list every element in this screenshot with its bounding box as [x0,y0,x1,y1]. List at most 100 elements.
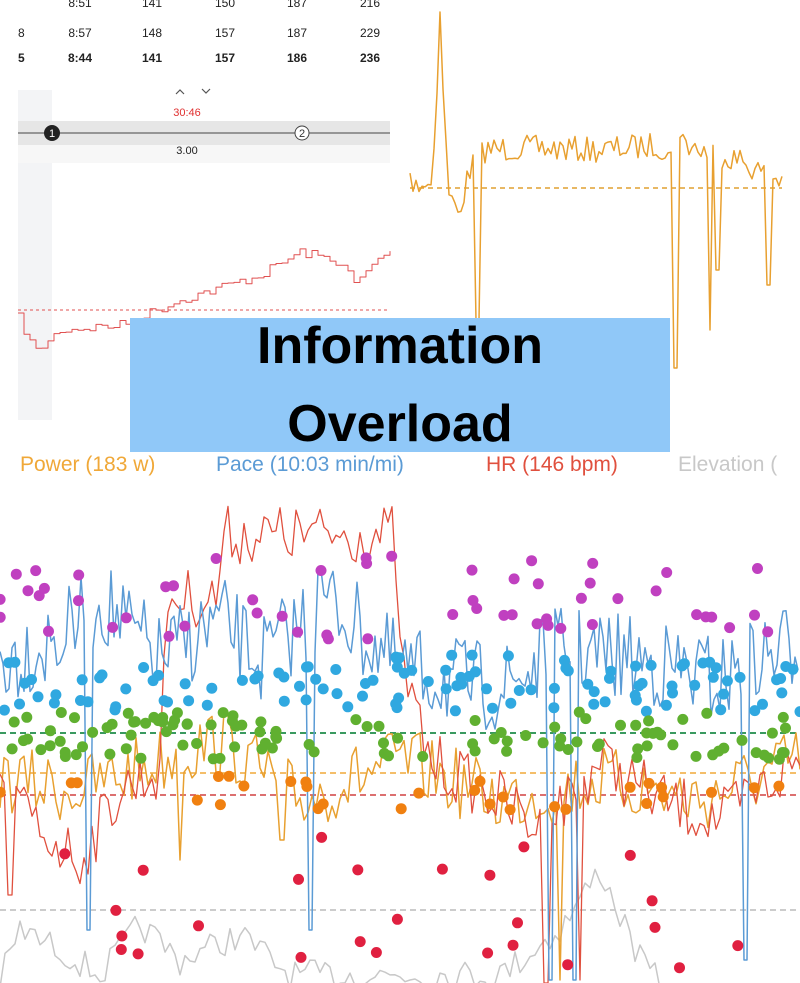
table-cell: 187 [286,26,308,40]
trace-dot [555,622,567,634]
legend-entry: Pace (10:03 min/mi) [216,453,404,476]
trace-dot [748,782,760,794]
legend-entry: HR (146 bpm) [486,453,618,476]
trace-dot [734,671,746,683]
trace-dot [508,573,520,585]
trace-dot [392,732,404,744]
trace-line [18,248,391,349]
trace-dot [697,657,709,669]
trace-dot [122,707,134,719]
trace-dot [48,697,60,709]
trace-dot [512,917,523,929]
trace-dot [752,563,763,574]
trace-dot [560,662,572,674]
trace-dot [44,725,56,737]
trace-dot [655,729,667,741]
trace-dot [391,913,403,925]
trace-dot [44,740,56,752]
table-cell: 186 [286,51,308,65]
trace-dot [624,849,636,861]
trace-dot [276,610,288,622]
trace-dot [30,565,42,577]
trace-dot [229,741,241,753]
trace-dot [206,682,218,694]
trace-dot [147,675,159,687]
trace-dot [109,704,121,716]
trace-dot [451,680,463,692]
trace-dot [292,626,304,638]
trace-dot [210,553,222,564]
trace-dot [474,775,486,787]
trace-dot [582,678,594,690]
trace-dot [73,595,84,607]
trace-dot [278,671,290,683]
trace-dot [469,666,481,678]
trace-dot [367,674,379,686]
marker-1 [44,125,60,141]
trace-dot [330,664,342,675]
trace-dot [656,782,668,793]
trace-dot [226,715,238,727]
trace-dot [316,831,328,843]
trace-dot [294,680,305,692]
trace-dot [588,686,600,698]
table-cell: 236 [359,51,381,65]
trace-dot [73,569,85,581]
trace-dot [650,585,662,597]
trace-dot [271,732,283,744]
table-cell: 8:57 [68,26,92,40]
trace-dot [69,712,80,724]
trace-dot [469,784,481,796]
trace-dot [604,672,615,684]
trace-dot [55,707,67,718]
trace-dot [724,622,736,634]
trace-dot [362,633,374,645]
trace-dot [707,671,719,683]
trace-dot [214,799,226,811]
trace-dot [321,629,333,641]
trace-dot [315,565,327,576]
trace-dot [643,715,655,727]
table-cell: 187 [286,0,308,10]
trace-dot [667,739,679,751]
trace-dot [660,699,672,711]
trace-dot [507,939,519,951]
trace-dot [571,736,583,748]
trace-dot [213,771,224,782]
marker-label: 1 [49,128,55,140]
table-cell: 157 [214,26,236,40]
trace-dot [501,745,513,757]
trace-dot [640,705,652,717]
trace-dot [247,594,259,606]
trace-dot [354,936,366,948]
trace-dot [588,698,600,710]
trace-dot [120,612,132,624]
trace-dot [440,664,452,676]
trace-dot [440,683,452,695]
trace-dot [667,687,678,699]
trace-dot [537,737,549,749]
trace-dot [395,803,407,815]
trace-dot [75,695,86,706]
trace-dot [207,753,219,765]
trace-dot [584,577,596,589]
trace-dot [168,580,179,592]
trace-dot [140,717,152,729]
trace-dot [690,750,702,762]
trace-dot [205,719,217,731]
trace-dot [555,733,567,745]
trace-dot [317,683,329,695]
trace-dot [592,741,603,752]
trace-dot [758,749,770,761]
slider-distance: 3.00 [176,145,198,157]
trace-dot [641,727,653,739]
trace-dot [310,673,322,685]
trace-dot [484,869,496,881]
trace-dot [59,848,71,860]
trace-dot [701,707,713,719]
trace-dot [548,682,560,694]
trace-dot [646,895,658,907]
trace-dot [525,684,537,696]
trace-dot [38,582,50,594]
